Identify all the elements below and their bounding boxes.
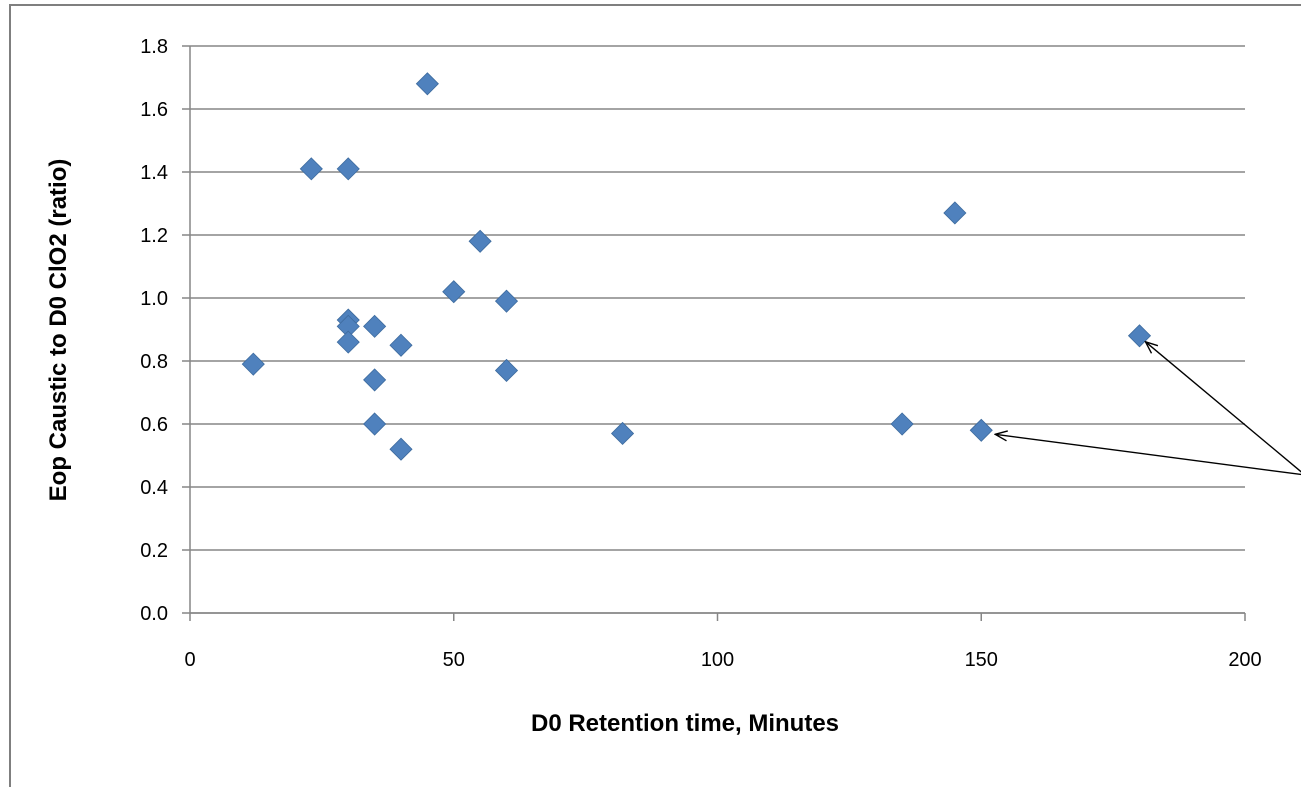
x-tick-label: 0: [184, 649, 195, 671]
chart-frame: [10, 5, 1301, 787]
y-axis-title: Eop Caustic to D0 ClO2 (ratio): [45, 159, 72, 502]
y-tick-label: 1.6: [140, 99, 168, 121]
y-tick-label: 0.0: [140, 603, 168, 625]
y-tick-label: 0.6: [140, 414, 168, 436]
x-axis-title: D0 Retention time, Minutes: [531, 710, 839, 737]
x-tick-label: 50: [443, 649, 465, 671]
y-tick-label: 1.2: [140, 225, 168, 247]
y-tick-label: 1.8: [140, 36, 168, 58]
y-tick-label: 1.0: [140, 288, 168, 310]
x-tick-label: 100: [701, 649, 734, 671]
y-tick-label: 0.8: [140, 351, 168, 373]
y-tick-label: 0.4: [140, 477, 168, 499]
x-tick-label: 150: [965, 649, 998, 671]
x-tick-label: 200: [1228, 649, 1261, 671]
y-tick-label: 0.2: [140, 540, 168, 562]
y-tick-label: 1.4: [140, 162, 168, 184]
